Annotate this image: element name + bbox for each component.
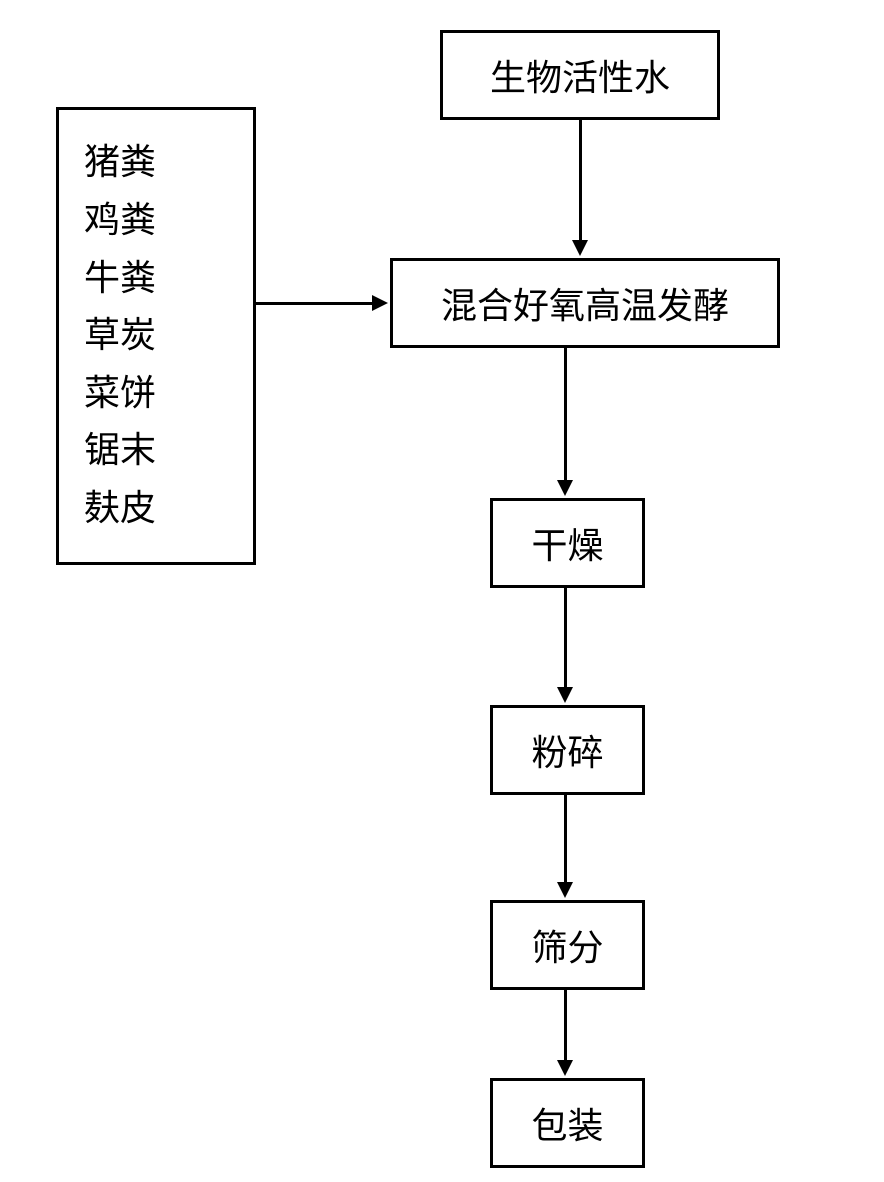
dry-box: 干燥 (490, 498, 645, 588)
fermentation-box: 混合好氧高温发酵 (390, 258, 780, 348)
arrow-line (564, 588, 567, 689)
input-item: 鸡粪 (84, 192, 156, 250)
sieve-box: 筛分 (490, 900, 645, 990)
input-item: 菜饼 (84, 365, 156, 423)
input-item: 草炭 (84, 307, 156, 365)
fermentation-label: 混合好氧高温发酵 (441, 277, 729, 329)
arrow-line (564, 795, 567, 884)
dry-label: 干燥 (531, 517, 603, 569)
pack-label: 包装 (531, 1097, 603, 1149)
arrow-head-icon (372, 295, 388, 311)
arrow-head-icon (557, 480, 573, 496)
input-materials-box: 猪粪鸡粪牛粪草炭菜饼锯末麸皮 (56, 107, 256, 565)
pack-box: 包装 (490, 1078, 645, 1168)
arrow-head-icon (557, 687, 573, 703)
arrow-head-icon (557, 882, 573, 898)
crush-label: 粉碎 (531, 724, 603, 776)
input-item: 牛粪 (84, 250, 156, 308)
arrow-line (564, 990, 567, 1062)
sieve-label: 筛分 (531, 919, 603, 971)
arrow-line (579, 120, 582, 242)
bio-water-box: 生物活性水 (440, 30, 720, 120)
input-item: 麸皮 (84, 480, 156, 538)
input-item: 锯末 (84, 422, 156, 480)
arrow-head-icon (572, 240, 588, 256)
arrow-head-icon (557, 1060, 573, 1076)
crush-box: 粉碎 (490, 705, 645, 795)
arrow-line (256, 302, 374, 305)
input-item: 猪粪 (84, 134, 156, 192)
arrow-line (564, 348, 567, 482)
bio-water-label: 生物活性水 (490, 49, 670, 101)
